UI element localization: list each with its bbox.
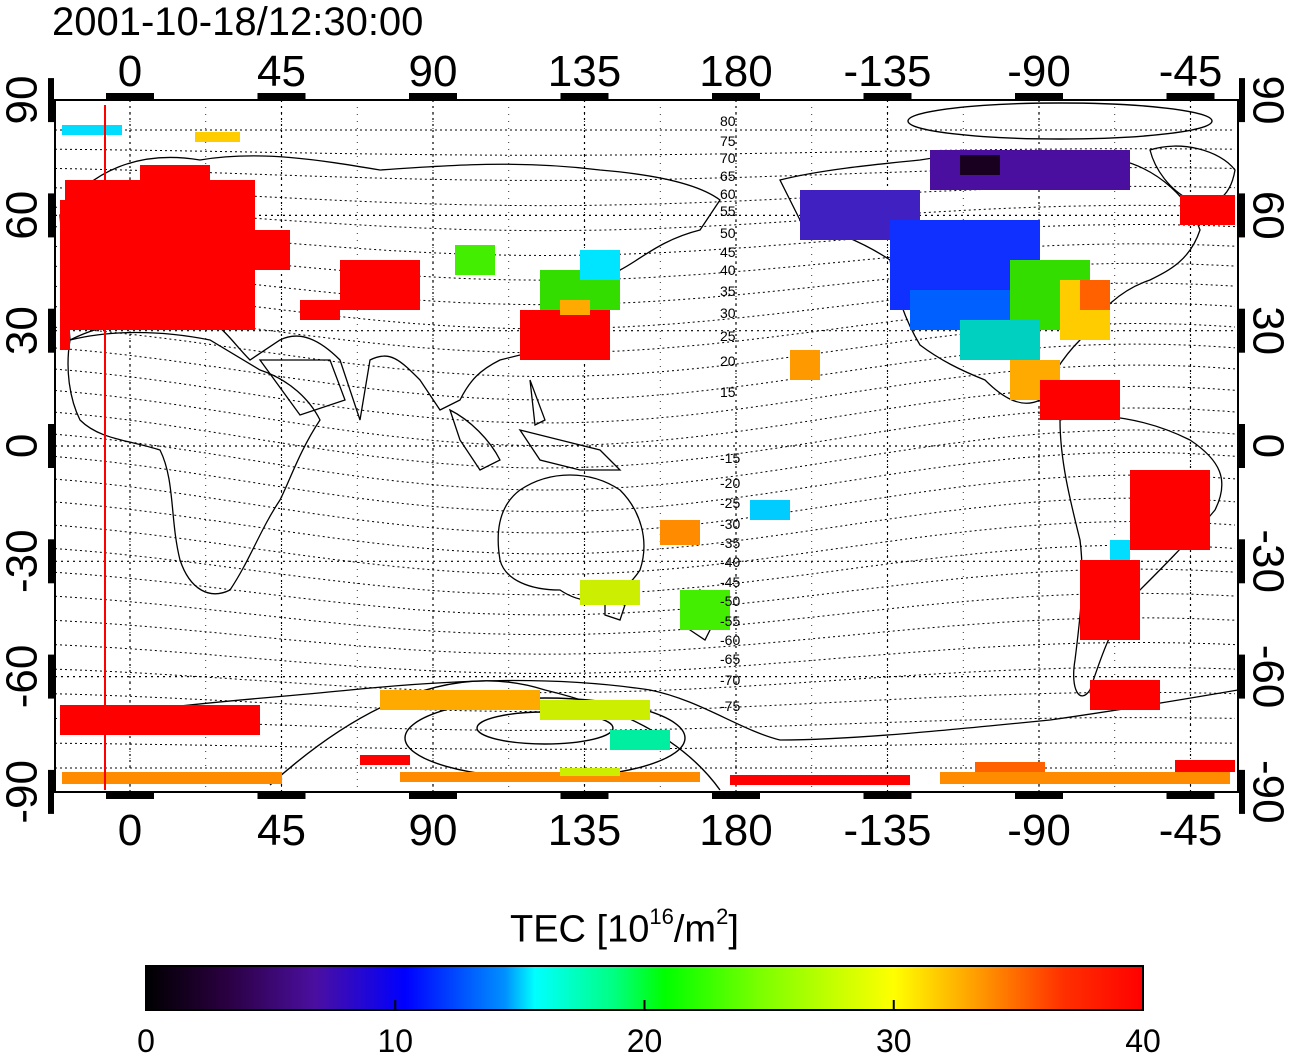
contour-label: -35 bbox=[720, 535, 740, 551]
axis-tick-label: 45 bbox=[257, 806, 306, 855]
contour-label: -30 bbox=[720, 516, 740, 532]
axis-tick-label: 0 bbox=[118, 806, 142, 855]
left-axis-labels: 90 60 30 0 -30 -60 -90 bbox=[0, 76, 47, 824]
contour-label: 30 bbox=[720, 305, 736, 321]
colorbar-title-suffix: ] bbox=[728, 908, 739, 951]
contour-label: -40 bbox=[720, 554, 740, 570]
axis-tick-label: 135 bbox=[548, 47, 621, 96]
contour-label: 70 bbox=[720, 150, 736, 166]
contour-label: 20 bbox=[720, 353, 736, 369]
axis-tick-label: -90 bbox=[1244, 760, 1292, 824]
contour-label: -75 bbox=[720, 698, 740, 714]
timestamp: 2001-10-18/12:30:00 bbox=[52, 0, 424, 44]
colorbar-tick-label: 40 bbox=[1125, 1023, 1161, 1057]
contour-label: -60 bbox=[720, 632, 740, 648]
contour-label: 40 bbox=[720, 262, 736, 278]
lat-lon-grid bbox=[55, 100, 1238, 792]
colorbar-tick-label: 20 bbox=[627, 1023, 663, 1057]
tec-region-europe bbox=[60, 165, 420, 350]
axis-tick-label: -135 bbox=[843, 806, 931, 855]
contour-label: -70 bbox=[720, 672, 740, 688]
axis-tick-label: 90 bbox=[409, 806, 458, 855]
contour-label: -65 bbox=[720, 651, 740, 667]
axis-tick-label: -90 bbox=[0, 760, 47, 824]
axis-tick-label: 0 bbox=[1244, 434, 1292, 458]
tec-region-east-asia bbox=[455, 245, 620, 360]
axis-tick-label: 180 bbox=[699, 806, 772, 855]
axis-tick-label: 135 bbox=[548, 806, 621, 855]
axis-tick-label: 30 bbox=[1244, 306, 1292, 355]
tec-region-south-america bbox=[1080, 470, 1210, 710]
contour-label: 15 bbox=[720, 384, 736, 400]
axis-tick-label: 0 bbox=[118, 47, 142, 96]
axis-tick-label: -90 bbox=[1007, 806, 1071, 855]
tec-region-antarctic bbox=[60, 125, 1235, 785]
contour-label: -20 bbox=[720, 475, 740, 491]
colorbar-title-exp1: 16 bbox=[649, 904, 674, 929]
contour-label: 80 bbox=[720, 113, 736, 129]
contour-label: 35 bbox=[720, 283, 736, 299]
colorbar-title-exp2: 2 bbox=[716, 904, 729, 929]
axis-tick-label: 45 bbox=[257, 47, 306, 96]
axis-tick-label: -60 bbox=[1244, 645, 1292, 709]
axis-tick-label: 90 bbox=[0, 76, 47, 125]
contour-label: 25 bbox=[720, 328, 736, 344]
colorbar-ticks: 0 10 20 30 40 bbox=[137, 1000, 1161, 1057]
tec-region-southern-pacific bbox=[580, 350, 820, 750]
axis-tick-label: -60 bbox=[0, 645, 47, 709]
contour-label: -25 bbox=[720, 495, 740, 511]
axis-tick-label: -135 bbox=[843, 47, 931, 96]
axis-tick-label: -30 bbox=[0, 529, 47, 593]
contour-label: -50 bbox=[720, 593, 740, 609]
contour-label: 75 bbox=[720, 133, 736, 149]
colorbar-title-prefix: TEC [10 bbox=[510, 908, 650, 951]
axis-tick-label: 180 bbox=[699, 47, 772, 96]
axis-tick-label: 90 bbox=[1244, 76, 1292, 125]
colorbar-tick-label: 0 bbox=[137, 1023, 155, 1057]
contour-label: -55 bbox=[720, 613, 740, 629]
bottom-axis-labels: 0 45 90 135 180 -135 -90 -45 bbox=[118, 806, 1223, 855]
right-axis-labels: 90 60 30 0 -30 -60 -90 bbox=[1244, 76, 1292, 824]
colorbar-tick-label: 10 bbox=[377, 1023, 413, 1057]
tec-observations bbox=[60, 105, 1235, 790]
frame-ticks bbox=[48, 78, 1245, 814]
polar-contours bbox=[269, 102, 1213, 791]
axis-tick-label: 60 bbox=[1244, 191, 1292, 240]
axis-tick-label: 0 bbox=[0, 434, 47, 458]
axis-tick-label: -45 bbox=[1159, 806, 1223, 855]
axis-tick-label: -45 bbox=[1159, 47, 1223, 96]
contour-label: -45 bbox=[720, 574, 740, 590]
contour-label: 65 bbox=[720, 168, 736, 184]
contour-label: 45 bbox=[720, 244, 736, 260]
axis-tick-label: -90 bbox=[1007, 47, 1071, 96]
contour-label: 50 bbox=[720, 225, 736, 241]
colorbar-title: TEC [1016/m2] bbox=[510, 906, 739, 951]
colorbar-tick-label: 30 bbox=[876, 1023, 912, 1057]
top-axis-labels: 0 45 90 135 180 -135 -90 -45 bbox=[118, 47, 1223, 96]
tec-region-north-america bbox=[800, 150, 1235, 420]
axis-tick-label: 90 bbox=[409, 47, 458, 96]
axis-tick-label: 60 bbox=[0, 191, 47, 240]
colorbar-title-mid: /m bbox=[673, 908, 717, 951]
contour-label: 60 bbox=[720, 186, 736, 202]
axis-tick-label: -30 bbox=[1244, 529, 1292, 593]
contour-label: -15 bbox=[720, 450, 740, 466]
contour-label: 55 bbox=[720, 203, 736, 219]
axis-tick-label: 30 bbox=[0, 306, 47, 355]
